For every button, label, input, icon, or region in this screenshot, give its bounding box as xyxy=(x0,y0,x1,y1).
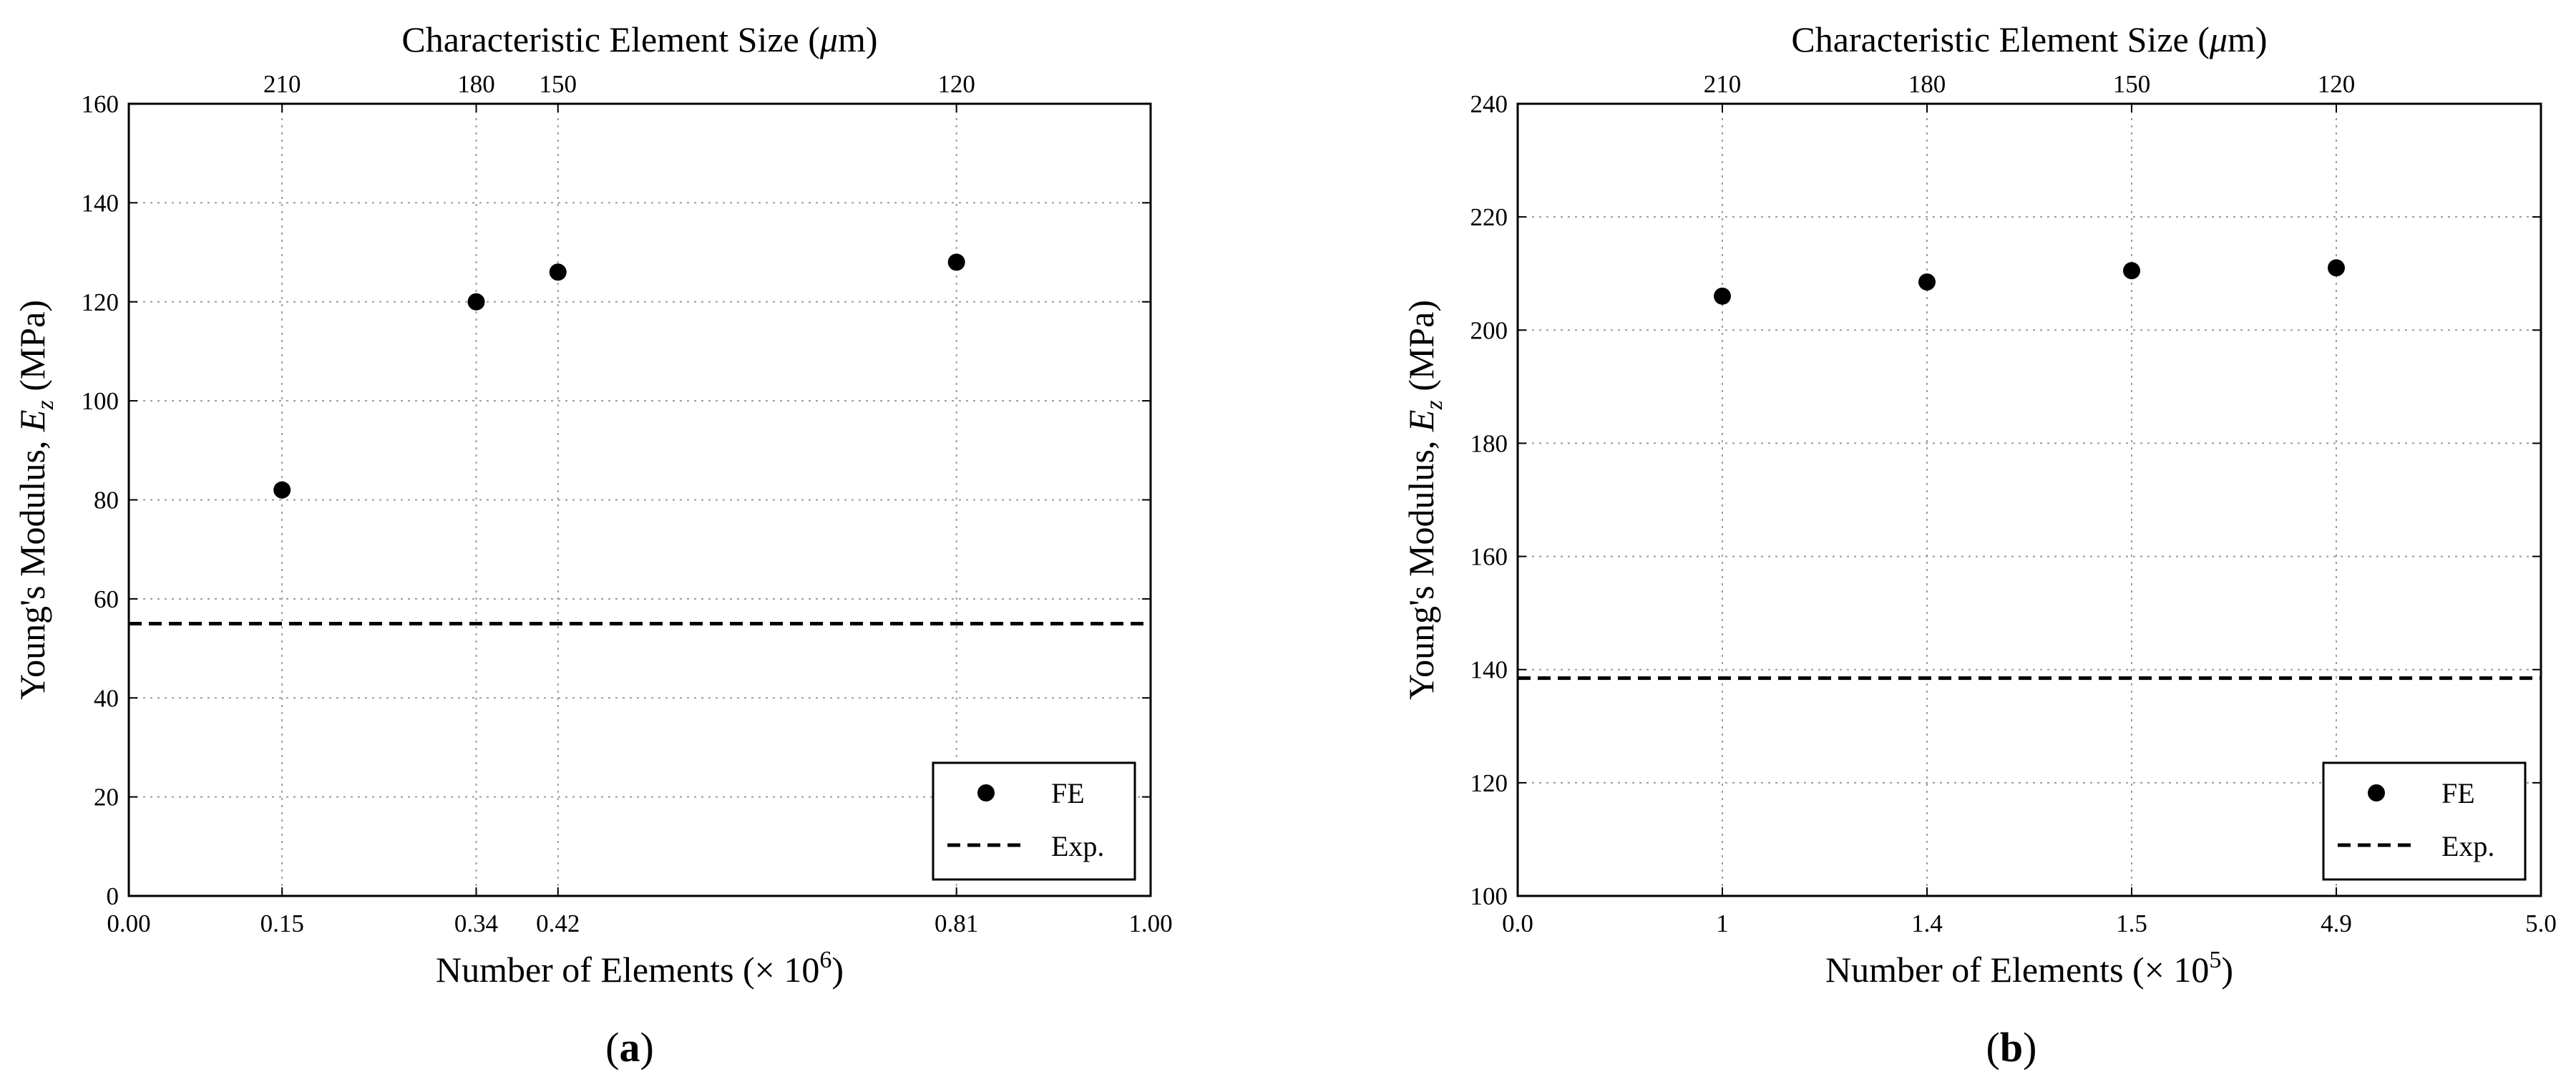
x-tick-label: 1 xyxy=(1716,910,1729,937)
legend-box xyxy=(2322,761,2527,881)
x-tick-label: 0.0 xyxy=(1502,910,1533,937)
fe-data-point xyxy=(2123,262,2140,280)
y-tick-label: 80 xyxy=(94,487,119,515)
caption-letter: b xyxy=(2000,1024,2023,1071)
y-tick-label: 240 xyxy=(1470,90,1508,118)
x-axis-title-close: ) xyxy=(831,950,844,990)
y-tick-label: 120 xyxy=(1470,769,1508,797)
fe-data-point xyxy=(1918,273,1936,291)
chart-panel-a: 0 20 40 60 80 100 120 140 160 0.00 0.15 0.34 0.42 0.8… xyxy=(12,19,1173,1071)
x-tick-label: 1.00 xyxy=(1128,910,1172,937)
legend-fe-label: FE xyxy=(1051,777,1085,809)
y-tick-label: 200 xyxy=(1470,316,1508,344)
y-tick-label: 220 xyxy=(1470,203,1508,231)
fe-data-point xyxy=(467,293,485,311)
y-axis-title-text: Young's Modulus, xyxy=(1401,432,1441,700)
top-axis-title-text: Characteristic Element Size ( xyxy=(401,19,819,59)
y-tick-label: 0 xyxy=(107,882,119,910)
y-tick-label: 180 xyxy=(1470,429,1508,457)
legend-fe-marker xyxy=(977,784,995,801)
top-axis-title-unit: m) xyxy=(838,19,878,59)
y-axis-title-text: Young's Modulus, xyxy=(12,432,52,700)
axes-frame xyxy=(127,102,1152,897)
legend: FE Exp. xyxy=(932,761,1136,881)
y-axis-title-var: E xyxy=(12,410,52,433)
x-tick-label: 0.15 xyxy=(260,910,304,937)
y-axis-title-sub: z xyxy=(1421,400,1448,410)
y-tick-label: 100 xyxy=(82,387,119,415)
top-tick-label: 150 xyxy=(2113,70,2151,98)
top-axis-title-mu: μ xyxy=(819,19,838,59)
y-axis-title: Young's Modulus, Ez (MPa) xyxy=(12,300,59,700)
axes-frame xyxy=(1516,102,2542,897)
caption-close: ) xyxy=(640,1024,654,1071)
y-axis-title-unit: (MPa) xyxy=(12,300,52,400)
top-tick-label: 180 xyxy=(457,70,495,98)
x-tick-label: 1.4 xyxy=(1911,910,1943,937)
y-tick-label: 60 xyxy=(94,585,119,613)
y-tick-label: 20 xyxy=(94,784,119,811)
top-tick-label: 180 xyxy=(1908,70,1946,98)
caption-open: ( xyxy=(1986,1024,2000,1071)
legend-fe-marker xyxy=(2368,784,2385,801)
x-axis-title: Number of Elements (× 105) xyxy=(1825,947,2233,990)
fe-data-point xyxy=(549,263,567,281)
caption-open: ( xyxy=(605,1024,619,1071)
y-axis-title-var: E xyxy=(1401,410,1441,433)
fe-data-point xyxy=(273,481,291,499)
top-tick-label: 150 xyxy=(540,70,577,98)
caption-letter: a xyxy=(620,1024,640,1071)
x-axis-title-exponent: 6 xyxy=(819,947,831,973)
x-tick-label: 0.81 xyxy=(935,910,978,937)
top-axis-title: Characteristic Element Size (μm) xyxy=(1791,19,2267,59)
x-tick-label: 0.34 xyxy=(454,910,498,937)
y-axis-title: Young's Modulus, Ez (MPa) xyxy=(1401,300,1448,700)
legend-fe-label: FE xyxy=(2441,777,2475,809)
y-tick-label: 140 xyxy=(1470,656,1508,684)
x-tick-label: 4.9 xyxy=(2321,910,2352,937)
top-tick-label: 210 xyxy=(1704,70,1742,98)
y-tick-label: 40 xyxy=(94,684,119,712)
fe-data-point xyxy=(2328,259,2345,277)
y-axis-title-sub: z xyxy=(32,400,59,410)
x-axis-title-text: Number of Elements (× 10 xyxy=(436,950,819,990)
fe-data-point xyxy=(947,253,965,271)
top-tick-label: 210 xyxy=(263,70,301,98)
fe-data-point xyxy=(1714,287,1731,305)
panel-caption: (a) xyxy=(605,1024,654,1071)
legend-exp-label: Exp. xyxy=(2441,830,2494,862)
legend-box xyxy=(932,761,1136,881)
y-tick-label: 120 xyxy=(82,288,119,316)
legend: FE Exp. xyxy=(2322,761,2527,881)
x-tick-label: 0.42 xyxy=(536,910,580,937)
top-tick-label: 120 xyxy=(2318,70,2356,98)
x-axis-title-text: Number of Elements (× 10 xyxy=(1825,950,2209,990)
top-axis-title-unit: m) xyxy=(2228,19,2268,59)
x-axis-title-close: ) xyxy=(2221,950,2233,990)
x-tick-label: 0.00 xyxy=(107,910,150,937)
top-axis-title: Characteristic Element Size (μm) xyxy=(401,19,877,59)
y-tick-label: 160 xyxy=(1470,543,1508,571)
x-tick-label: 1.5 xyxy=(2116,910,2147,937)
caption-close: ) xyxy=(2023,1024,2036,1071)
y-axis-title-unit: (MPa) xyxy=(1401,300,1441,400)
legend-exp-label: Exp. xyxy=(1051,830,1104,862)
y-tick-label: 140 xyxy=(82,189,119,217)
top-tick-label: 120 xyxy=(937,70,975,98)
panel-caption: (b) xyxy=(1986,1024,2037,1071)
y-tick-label: 160 xyxy=(82,90,119,118)
top-axis-title-text: Characteristic Element Size ( xyxy=(1791,19,2209,59)
x-axis-title-exponent: 5 xyxy=(2209,947,2221,973)
top-axis-title-mu: μ xyxy=(2209,19,2228,59)
chart-panel-b: 100 120 140 160 180 200 220 240 0.0 1 1.4 1.5 4.9 5.0… xyxy=(1401,19,2557,1071)
y-tick-label: 100 xyxy=(1470,882,1508,910)
x-axis-title: Number of Elements (× 106) xyxy=(436,947,844,990)
x-tick-label: 5.0 xyxy=(2525,910,2557,937)
